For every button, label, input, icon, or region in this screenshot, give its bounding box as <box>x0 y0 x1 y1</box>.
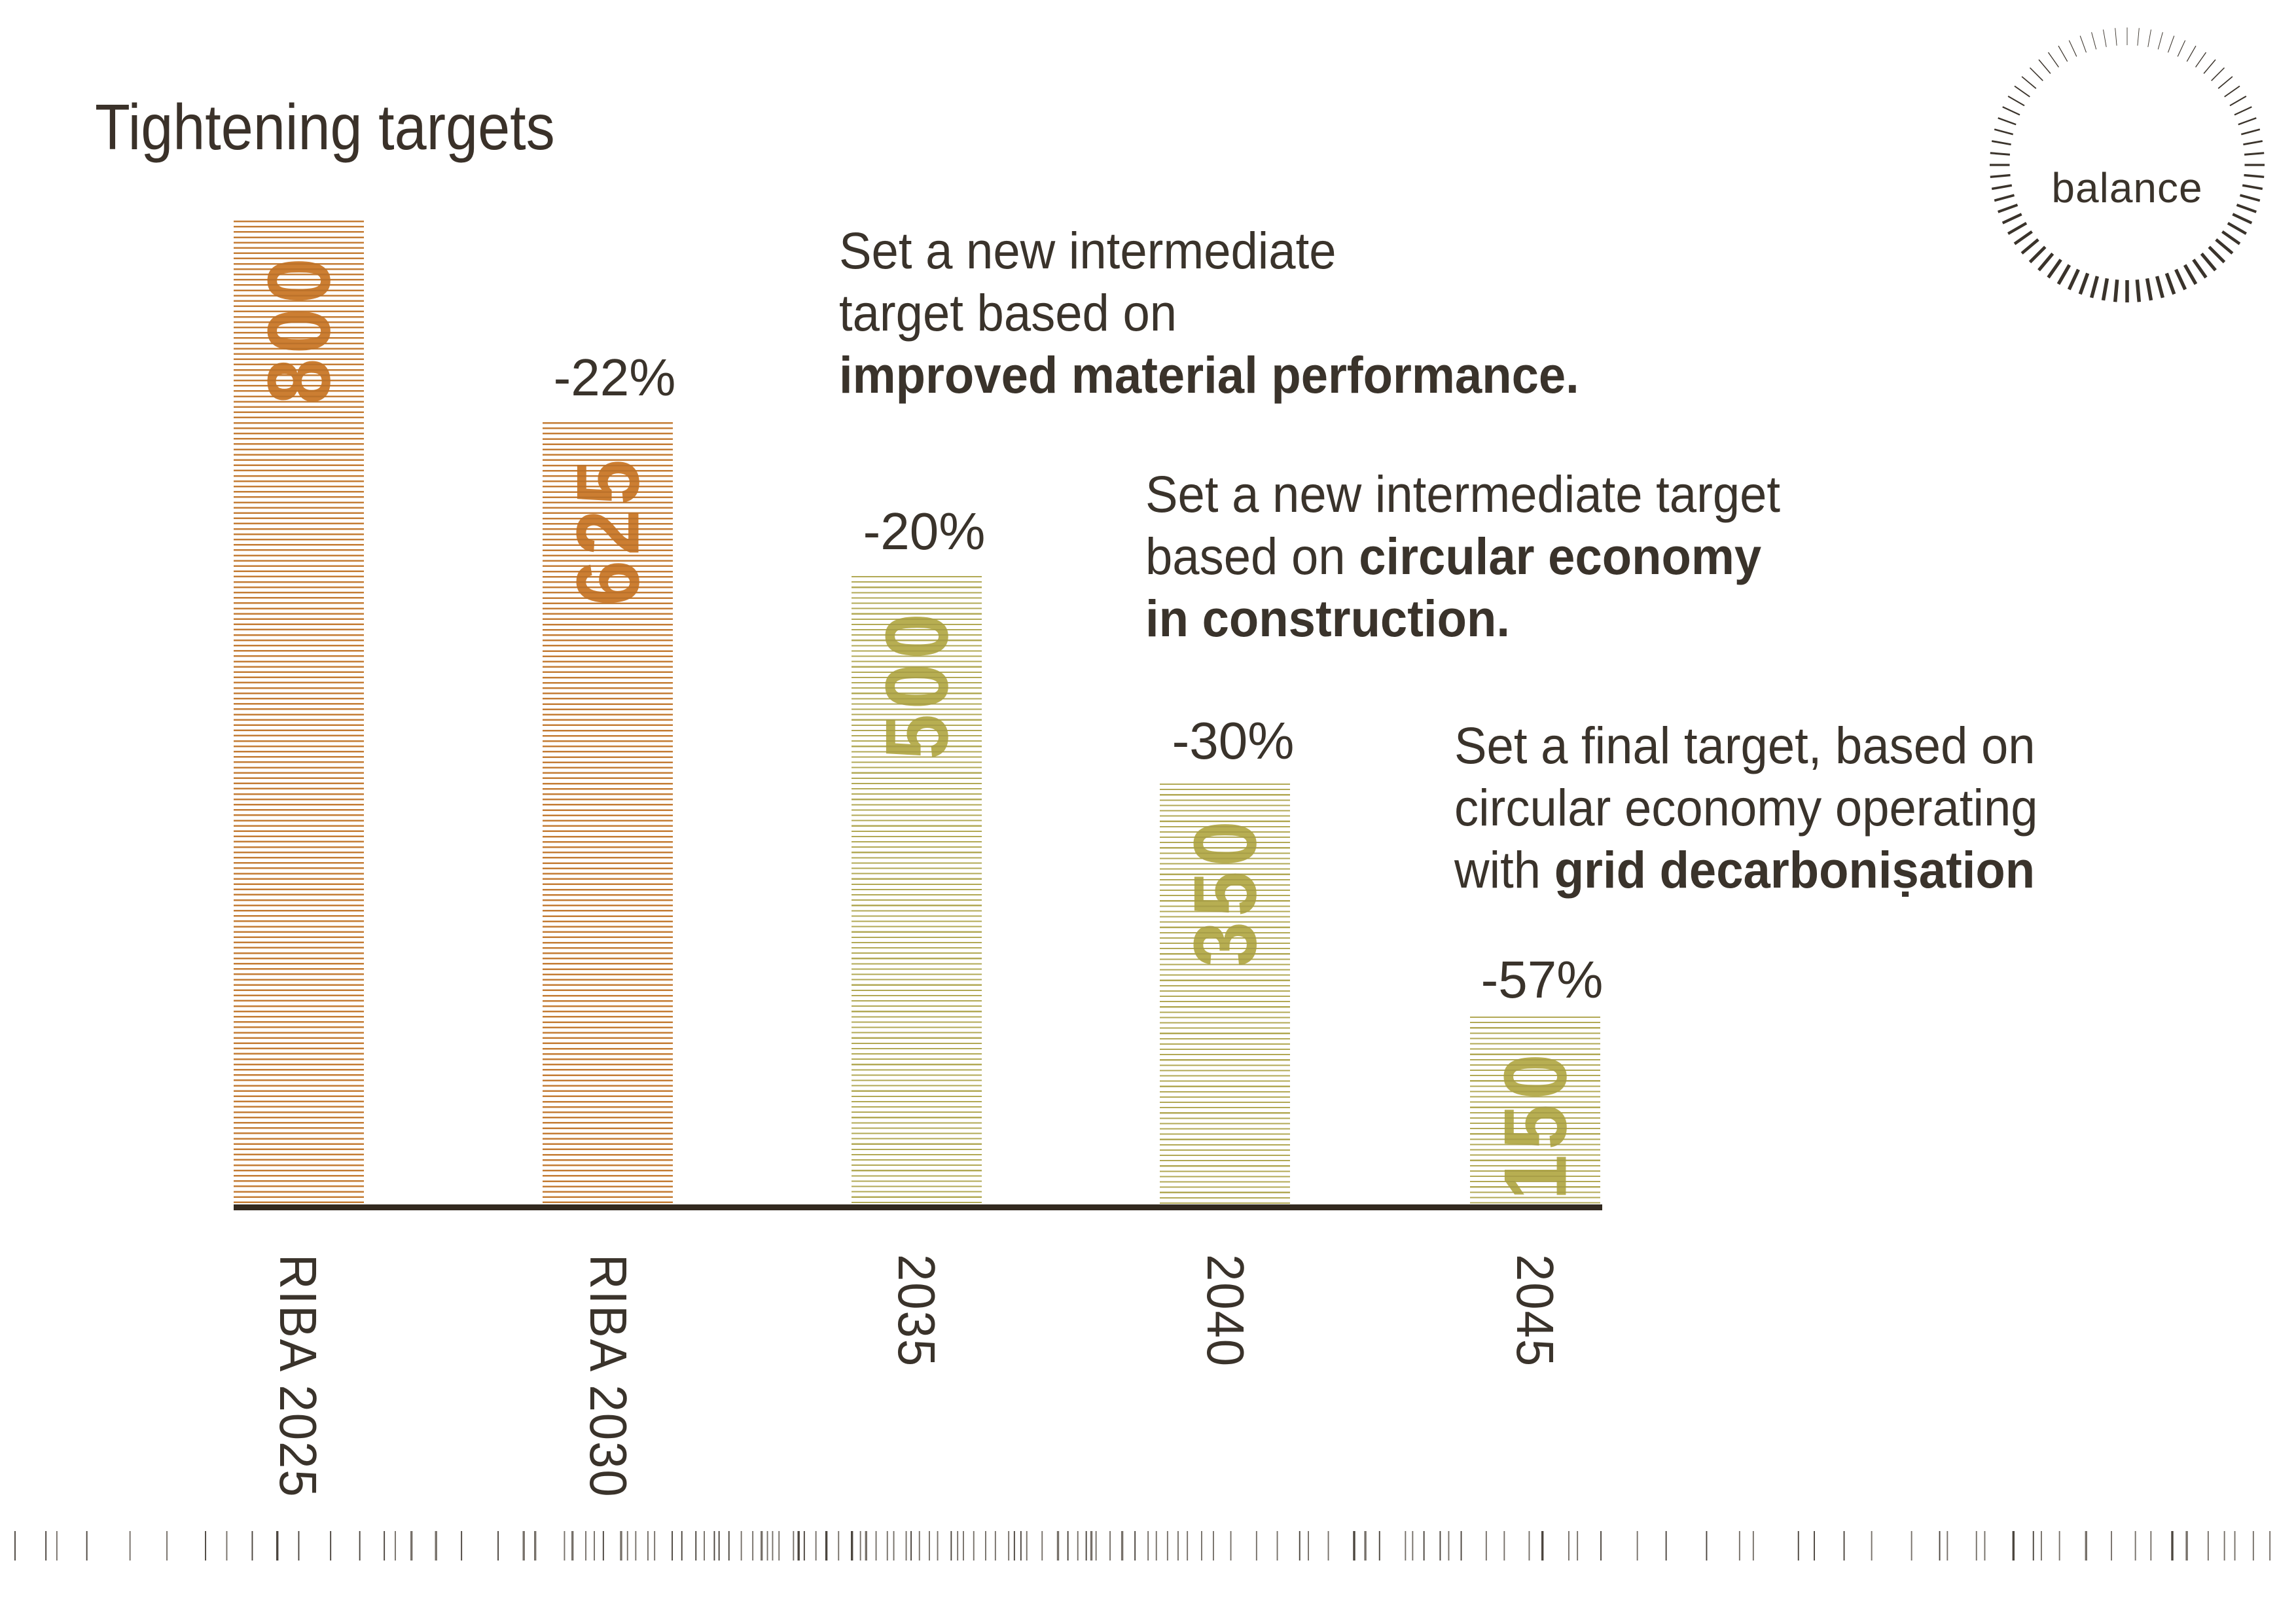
pct-label-riba-2030: -22% <box>553 348 676 406</box>
page-title: Tightening targets <box>95 91 555 163</box>
bar-2040: 350 <box>1160 784 1290 1204</box>
pct-label-2045: -57% <box>1480 950 1604 1009</box>
x-tick-riba-2025: RIBA 2025 <box>269 1254 327 1498</box>
bar-2045: 150 <box>1470 1017 1600 1204</box>
x-tick-riba-2030: RIBA 2030 <box>579 1254 637 1498</box>
annotation-2035: Set a new intermediate target based on c… <box>1145 465 1781 647</box>
annotation-2045: Set a final target, based on circular ec… <box>1454 716 2038 899</box>
bar-2035: 500 <box>852 576 982 1204</box>
pct-label-2040: -30% <box>1172 712 1295 770</box>
bar-riba-2030: 625 <box>543 422 673 1204</box>
bar-riba-2025: 800 <box>234 221 364 1204</box>
x-tick-2040: 2040 <box>1196 1254 1255 1367</box>
logo-label: balance <box>2051 164 2203 211</box>
logo-tick-ring-icon <box>1990 27 2265 302</box>
barcode-strip-icon <box>14 1531 2271 1561</box>
x-tick-2045: 2045 <box>1506 1254 1564 1367</box>
pct-label-2035: -20% <box>863 502 986 560</box>
balance-logo: balance <box>1977 14 2278 316</box>
x-axis-line <box>234 1204 1602 1210</box>
x-tick-2035: 2035 <box>888 1254 946 1367</box>
annotation-2030: Set a new intermediate target based on i… <box>839 221 1579 404</box>
